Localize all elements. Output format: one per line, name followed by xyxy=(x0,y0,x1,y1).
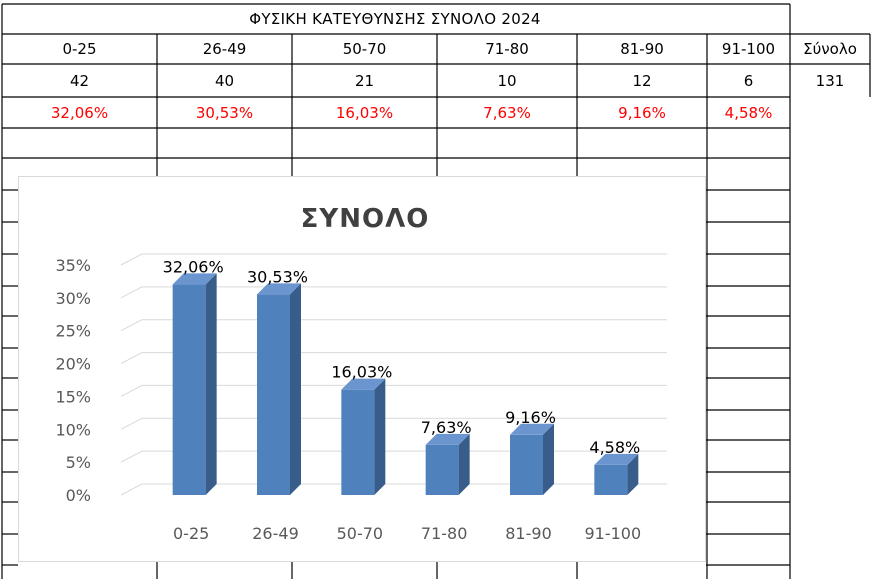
data-label: 32,06% xyxy=(163,257,224,276)
bar-top xyxy=(341,378,386,390)
x-tick-label: 50-70 xyxy=(337,524,384,543)
y-tick-label: 20% xyxy=(55,355,91,374)
x-tick-label: 0-25 xyxy=(173,524,209,543)
table-percent-cell: 7,63% xyxy=(483,103,531,122)
x-tick-label: 26-49 xyxy=(252,524,299,543)
table-count-cell: 6 xyxy=(743,71,754,90)
gridline-depth xyxy=(120,450,143,463)
y-tick-label: 25% xyxy=(55,322,91,341)
bar-top xyxy=(172,273,217,285)
data-label: 9,16% xyxy=(505,408,556,427)
data-label: 30,53% xyxy=(247,267,308,286)
bar xyxy=(341,389,375,495)
table-title: ΦΥΣΙΚΗ ΚΑΤΕΥΘΥΝΣΗΣ ΣΥΝΟΛΟ 2024 xyxy=(249,10,541,28)
gridline-depth xyxy=(120,253,143,266)
chart-canvas: ΣΥΝΟΛΟ 0% 5% 10% 15% 20% 25% 30% 35% 32,06% 0-25 3… xyxy=(55,204,667,543)
table-percent-cell: 30,53% xyxy=(195,103,254,122)
data-label: 7,63% xyxy=(421,418,472,437)
gridline-depth xyxy=(120,352,143,365)
table-header-cell: 0-25 xyxy=(62,40,97,58)
bar xyxy=(425,444,459,495)
bar-top xyxy=(257,283,301,295)
table-header-cell: 71-80 xyxy=(485,40,529,58)
y-tick-label: 10% xyxy=(55,420,91,439)
bar xyxy=(594,464,628,495)
table-count-cell: 12 xyxy=(632,71,652,90)
bar-top xyxy=(594,453,639,465)
y-tick-label: 30% xyxy=(55,289,91,308)
table-header-cell: 26-49 xyxy=(202,40,247,58)
y-tick-label: 5% xyxy=(66,453,91,472)
table-header-cell: 50-70 xyxy=(342,40,387,58)
table-count-cell: 40 xyxy=(214,71,235,90)
gridline-depth xyxy=(120,417,143,430)
gridline-depth xyxy=(120,384,143,397)
bar xyxy=(172,284,206,495)
table-count-cell: 21 xyxy=(354,71,375,90)
bar xyxy=(510,434,543,495)
table-percent-cell: 9,16% xyxy=(618,103,666,122)
bar-side xyxy=(374,378,386,495)
bar-side xyxy=(290,283,301,495)
bar-chart: ΣΥΝΟΛΟ 0% 5% 10% 15% 20% 25% 30% 35% 32,06% 0-25 3… xyxy=(18,176,706,562)
bar xyxy=(257,294,290,495)
table-header-cell: Σύνολο xyxy=(803,40,857,58)
table-header-cell: 91-100 xyxy=(721,40,776,58)
table-percent-cell: 32,06% xyxy=(50,103,109,122)
bar-top xyxy=(510,423,554,435)
gridline-depth xyxy=(120,319,143,332)
y-tick-label: 15% xyxy=(55,387,91,406)
table-percent-cell: 16,03% xyxy=(335,103,394,122)
data-label: 4,58% xyxy=(589,438,640,457)
bar-side xyxy=(458,433,470,495)
x-tick-label: 91-100 xyxy=(584,524,641,543)
bar-side xyxy=(627,453,639,495)
table-count-cell: 42 xyxy=(69,71,90,90)
bar-side xyxy=(543,423,554,495)
bar-top xyxy=(425,433,470,445)
x-tick-label: 71-80 xyxy=(421,524,468,543)
table-percent-cell: 4,58% xyxy=(724,103,773,122)
gridline-depth xyxy=(120,483,143,496)
y-tick-label: 0% xyxy=(66,486,91,505)
y-tick-label: 35% xyxy=(55,256,91,275)
chart-title: ΣΥΝΟΛΟ xyxy=(301,204,430,234)
table-header-cell: 81-90 xyxy=(620,40,664,58)
bar-side xyxy=(205,273,217,495)
gridline-depth xyxy=(120,286,143,299)
table-count-cell: 131 xyxy=(815,71,845,90)
data-label: 16,03% xyxy=(331,363,392,382)
table-count-cell: 10 xyxy=(497,71,517,90)
x-tick-label: 81-90 xyxy=(505,524,552,543)
